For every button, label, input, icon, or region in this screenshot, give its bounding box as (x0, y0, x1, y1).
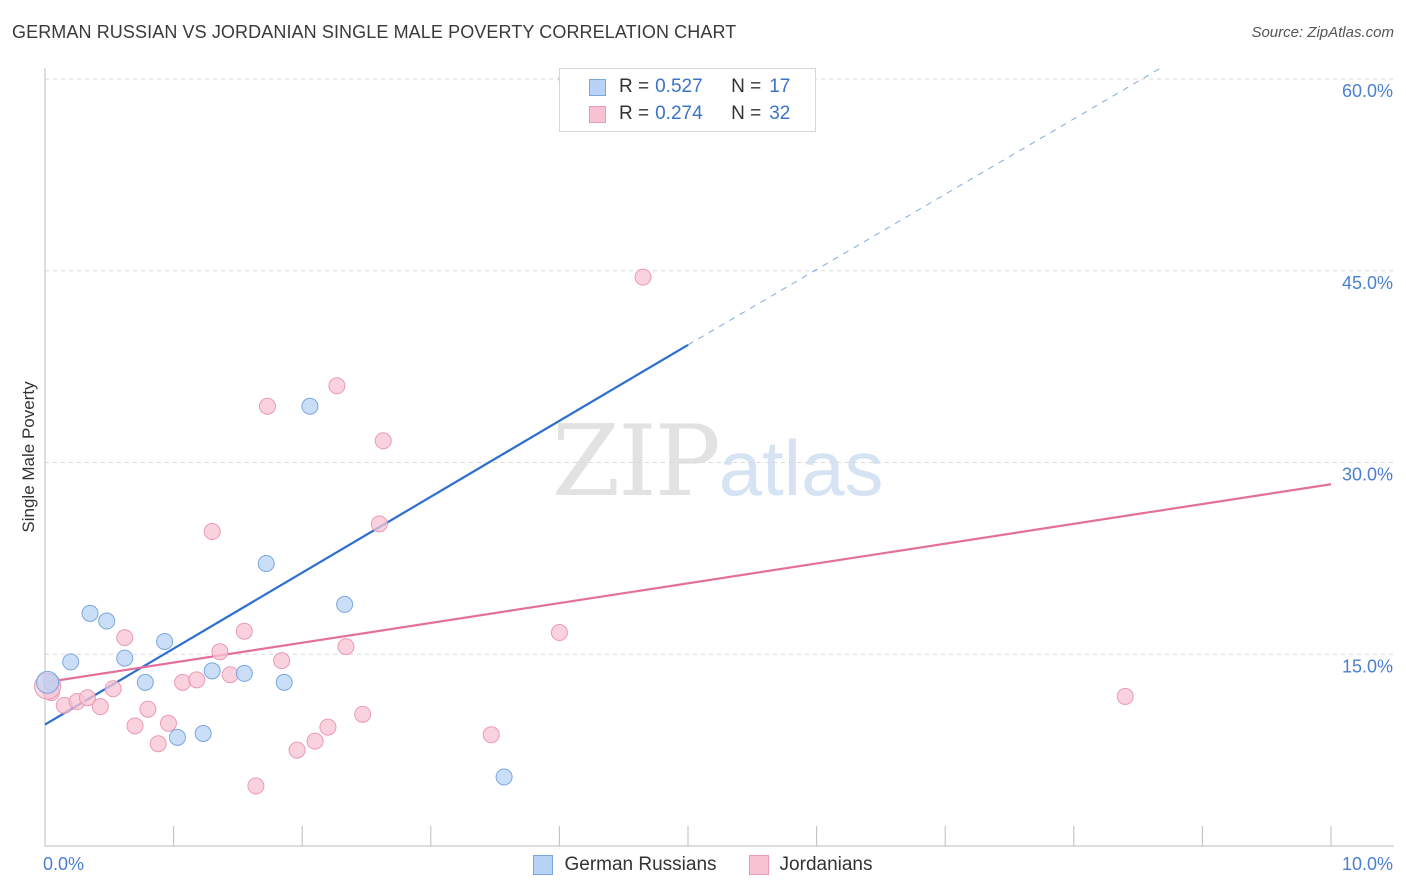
legend-swatch-blue (589, 78, 606, 96)
watermark-zip: ZIP (552, 405, 721, 519)
jordanian-point (288, 741, 306, 759)
legend-r-value: 0.274 (655, 103, 703, 124)
series-legend: German Russians Jordanians (0, 852, 1406, 878)
jordanian-point (126, 717, 144, 735)
jordanian-point (258, 397, 276, 415)
legend-r-label: R = (619, 76, 650, 97)
jordanian-point (370, 515, 388, 533)
y-tick-label: 30.0% (1342, 465, 1393, 485)
source-label: Source: ZipAtlas.com (1251, 24, 1394, 41)
legend-r-label: R = (619, 103, 650, 124)
jordanian-point (159, 714, 177, 732)
jordanian-point (104, 680, 122, 698)
german-russian-point (301, 397, 319, 415)
legend-swatch-pink (748, 855, 769, 875)
jordanian-point (1116, 687, 1134, 705)
data-points (34, 70, 1134, 795)
german-russian-trend-line (44, 343, 689, 726)
german-russian-point (62, 653, 80, 671)
tick-labels: 15.0% 30.0% 45.0% 60.0% 0.0% 10.0% Single Male… (19, 81, 1393, 874)
jordanian-point (482, 726, 500, 744)
jordanian-point (116, 629, 134, 647)
jordanian-point (273, 652, 291, 670)
german-russian-point (136, 673, 154, 691)
grid-lines (45, 78, 1394, 655)
legend-item-jordanians: Jordanians (748, 854, 873, 876)
legend-n-label: N = (731, 76, 762, 97)
watermark: ZIPatlas (552, 405, 884, 519)
german-russian-trend-extension (687, 65, 1165, 346)
jordanian-point (374, 432, 392, 450)
legend-n-label: N = (731, 103, 762, 124)
y-tick-label: 60.0% (1342, 81, 1393, 101)
jordanian-point (221, 666, 239, 684)
legend-label-jordanians: Jordanians (779, 854, 873, 875)
legend-swatch-blue (533, 855, 554, 875)
jordanian-point (188, 671, 206, 689)
axes (44, 68, 1394, 847)
watermark-atlas: atlas (718, 424, 884, 512)
jordanian-point (78, 689, 96, 707)
jordanian-point (354, 705, 372, 723)
german-russian-point (275, 673, 293, 691)
jordanian-point (203, 523, 221, 541)
german-russian-point (235, 664, 253, 682)
legend-n-value: 32 (769, 103, 791, 124)
german-russian-point (203, 662, 221, 680)
german-russian-point (257, 554, 275, 572)
x-tick-label: 10.0% (1342, 854, 1393, 874)
german-russian-point (98, 612, 116, 630)
german-russian-point (156, 632, 174, 650)
legend-label-german-russians: German Russians (564, 854, 717, 875)
jordanian-point (139, 700, 157, 718)
jordanian-point (235, 622, 253, 640)
german-russian-point (168, 728, 186, 746)
jordanian-point (174, 673, 192, 691)
x-tick-label: 0.0% (43, 854, 84, 874)
jordanian-point (337, 638, 355, 656)
jordanian-point (306, 732, 324, 750)
german-russian-point (194, 725, 212, 743)
jordanian-point (211, 643, 229, 661)
jordanian-point (149, 735, 167, 753)
jordanian-point (319, 718, 337, 736)
legend-item-german-russians: German Russians (533, 854, 717, 876)
correlation-legend: R = 0.527 N = 17 R = 0.274 N = 32 (559, 68, 816, 132)
y-tick-label: 15.0% (1342, 656, 1393, 676)
chart-title: GERMAN RUSSIAN VS JORDANIAN SINGLE MALE … (12, 22, 737, 42)
jordanian-point (634, 268, 652, 286)
german-russian-point (495, 768, 513, 786)
german-russian-point (81, 604, 99, 622)
legend-n-value: 17 (769, 76, 791, 97)
trend-lines (44, 65, 1332, 726)
german-russian-point (336, 595, 354, 613)
legend-row-jordanians: R = 0.274 N = 32 (560, 101, 790, 127)
y-axis-label: Single Male Poverty (19, 381, 38, 533)
y-tick-label: 45.0% (1342, 273, 1393, 293)
german-russian-point-cluster (36, 670, 60, 694)
jordanian-trend-line (44, 483, 1332, 684)
german-russian-point (116, 649, 134, 667)
legend-swatch-pink (589, 105, 606, 123)
legend-r-value: 0.527 (655, 76, 703, 97)
jordanian-point (328, 377, 346, 395)
jordanian-point (247, 777, 265, 795)
jordanian-point (91, 698, 109, 716)
jordanian-point (550, 624, 568, 642)
legend-row-german-russians: R = 0.527 N = 17 (560, 74, 790, 100)
